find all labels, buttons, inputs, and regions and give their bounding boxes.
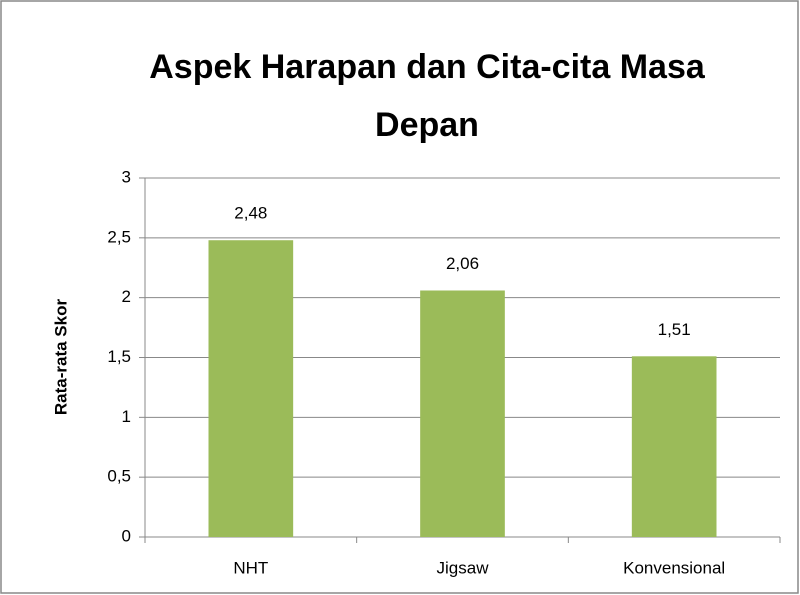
bar	[631, 356, 717, 537]
y-tick-label: 0	[122, 526, 131, 545]
y-tick-label: 3	[122, 167, 131, 186]
chart-title: Aspek Harapan dan Cita-cita Masa Depan	[149, 48, 705, 144]
y-tick-label: 2	[122, 287, 131, 306]
x-tick-label: Jigsaw	[437, 558, 490, 577]
y-tick-label: 2,5	[107, 227, 131, 246]
data-label: 2,48	[234, 204, 267, 223]
data-label: 2,06	[446, 254, 479, 273]
data-label: 1,51	[658, 320, 691, 339]
bar	[208, 240, 294, 537]
y-axis-label: Rata-rata Skor	[51, 299, 70, 416]
x-tick-label: Konvensional	[623, 558, 725, 577]
y-tick-label: 1,5	[107, 347, 131, 366]
bar	[420, 290, 505, 537]
x-tick-label: NHT	[233, 558, 268, 577]
y-tick-label: 0,5	[107, 467, 131, 486]
y-tick-label: 1	[122, 407, 131, 426]
